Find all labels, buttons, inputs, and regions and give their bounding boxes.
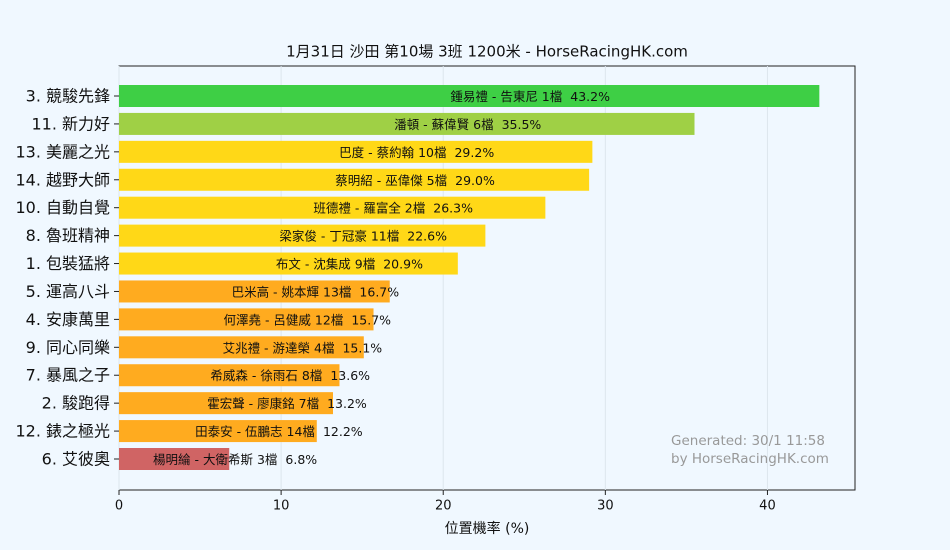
plot-area bbox=[118, 65, 856, 491]
annotation: by HorseRacingHK.com bbox=[671, 451, 829, 467]
x-tick-label: 10 bbox=[273, 499, 290, 514]
bar bbox=[119, 364, 340, 387]
bar-label: 田泰安 - 伍鵬志 14檔 12.2% bbox=[195, 424, 363, 439]
value-label: 6.8% bbox=[285, 452, 317, 467]
bar-label: 巴度 - 蔡約翰 10檔 29.2% bbox=[339, 144, 494, 159]
x-tick-label: 40 bbox=[759, 499, 776, 514]
bar-detail: 希威森 - 徐雨石 8檔 bbox=[210, 368, 322, 383]
value-label: 35.5% bbox=[502, 116, 542, 131]
y-tick-label: 13. 美麗之光 bbox=[15, 142, 110, 161]
bar-detail: 梁家俊 - 丁冠豪 11檔 bbox=[279, 228, 399, 243]
bar bbox=[119, 224, 486, 247]
bar-detail: 班德禮 - 羅富全 2檔 bbox=[313, 200, 425, 215]
bar-detail: 巴米高 - 姚本輝 13檔 bbox=[232, 284, 352, 299]
x-tick-label: 20 bbox=[435, 499, 452, 514]
value-label: 22.6% bbox=[407, 228, 447, 243]
bar-detail: 鍾易禮 - 告東尼 1檔 bbox=[450, 89, 562, 104]
bar-detail: 蔡明紹 - 巫偉傑 5檔 bbox=[335, 172, 447, 187]
bar-detail: 布文 - 沈集成 9檔 bbox=[276, 256, 375, 271]
value-label: 29.0% bbox=[455, 172, 495, 187]
y-tick-label: 12. 錶之極光 bbox=[15, 422, 110, 441]
y-tick-label: 10. 自動自覺 bbox=[15, 198, 110, 217]
y-tick-label: 8. 魯班精神 bbox=[26, 226, 110, 245]
value-label: 29.2% bbox=[454, 144, 494, 159]
bar-label: 布文 - 沈集成 9檔 20.9% bbox=[276, 256, 423, 271]
bar-detail: 巴度 - 蔡約翰 10檔 bbox=[339, 144, 446, 159]
bar-detail: 何澤堯 - 呂健威 12檔 bbox=[223, 312, 343, 327]
bar-label: 何澤堯 - 呂健威 12檔 15.7% bbox=[223, 312, 391, 327]
y-tick-label: 4. 安康萬里 bbox=[26, 310, 110, 329]
bar-label: 希威森 - 徐雨石 8檔 13.6% bbox=[210, 368, 370, 383]
bar-label: 楊明綸 - 大衛希斯 3檔 6.8% bbox=[153, 452, 317, 467]
bar bbox=[119, 140, 593, 163]
x-axis-label: 位置機率 (%) bbox=[445, 520, 530, 537]
value-label: 16.7% bbox=[359, 284, 399, 299]
x-tick-label: 30 bbox=[597, 499, 614, 514]
value-label: 13.6% bbox=[330, 368, 370, 383]
annotation: Generated: 30/1 11:58 bbox=[671, 433, 825, 449]
bar-detail: 田泰安 - 伍鵬志 14檔 bbox=[195, 424, 315, 439]
y-tick-label: 11. 新力好 bbox=[31, 114, 110, 133]
value-label: 26.3% bbox=[433, 200, 473, 215]
y-tick-label: 7. 暴風之子 bbox=[26, 366, 110, 385]
y-tick-label: 14. 越野大師 bbox=[15, 170, 110, 189]
bar-label: 蔡明紹 - 巫偉傑 5檔 29.0% bbox=[335, 172, 495, 187]
bar-detail: 艾兆禮 - 游達榮 4檔 bbox=[223, 340, 335, 355]
bar bbox=[119, 196, 546, 219]
bar-detail: 楊明綸 - 大衛希斯 3檔 bbox=[153, 452, 277, 467]
bar-label: 巴米高 - 姚本輝 13檔 16.7% bbox=[232, 284, 400, 299]
bar-label: 班德禮 - 羅富全 2檔 26.3% bbox=[313, 200, 473, 215]
y-tick-label: 1. 包裝猛將 bbox=[26, 254, 110, 273]
bar bbox=[119, 252, 458, 275]
value-label: 12.2% bbox=[323, 424, 363, 439]
bar-label: 霍宏聲 - 廖康銘 7檔 13.2% bbox=[207, 396, 367, 411]
bar bbox=[119, 168, 590, 191]
bar-detail: 霍宏聲 - 廖康銘 7檔 bbox=[207, 396, 319, 411]
bar bbox=[119, 420, 317, 443]
y-tick-label: 5. 運高八斗 bbox=[26, 282, 110, 301]
bar bbox=[119, 308, 374, 331]
value-label: 15.1% bbox=[342, 340, 382, 355]
bar-label: 潘頓 - 蘇偉賢 6檔 35.5% bbox=[394, 116, 541, 131]
x-tick-label: 0 bbox=[115, 499, 123, 514]
value-label: 43.2% bbox=[570, 89, 610, 104]
chart-title: 1月31日 沙田 第10場 3班 1200米 - HorseRacingHK.c… bbox=[286, 43, 688, 61]
y-tick-label: 9. 同心同樂 bbox=[26, 338, 110, 357]
bar bbox=[119, 280, 390, 303]
bar bbox=[119, 336, 364, 359]
bar bbox=[119, 85, 820, 107]
y-tick-label: 3. 競駿先鋒 bbox=[26, 87, 110, 106]
bar-label: 鍾易禮 - 告東尼 1檔 43.2% bbox=[450, 89, 610, 104]
value-label: 13.2% bbox=[327, 396, 367, 411]
y-tick-label: 6. 艾彼奧 bbox=[42, 450, 110, 469]
bar bbox=[119, 392, 333, 415]
bar bbox=[119, 112, 695, 135]
value-label: 15.7% bbox=[351, 312, 391, 327]
bar-label: 艾兆禮 - 游達榮 4檔 15.1% bbox=[223, 340, 383, 355]
bar-detail: 潘頓 - 蘇偉賢 6檔 bbox=[394, 116, 493, 131]
y-tick-label: 2. 駿跑得 bbox=[42, 394, 110, 413]
bar bbox=[119, 448, 230, 470]
bar-label: 梁家俊 - 丁冠豪 11檔 22.6% bbox=[279, 228, 447, 243]
value-label: 20.9% bbox=[383, 256, 423, 271]
